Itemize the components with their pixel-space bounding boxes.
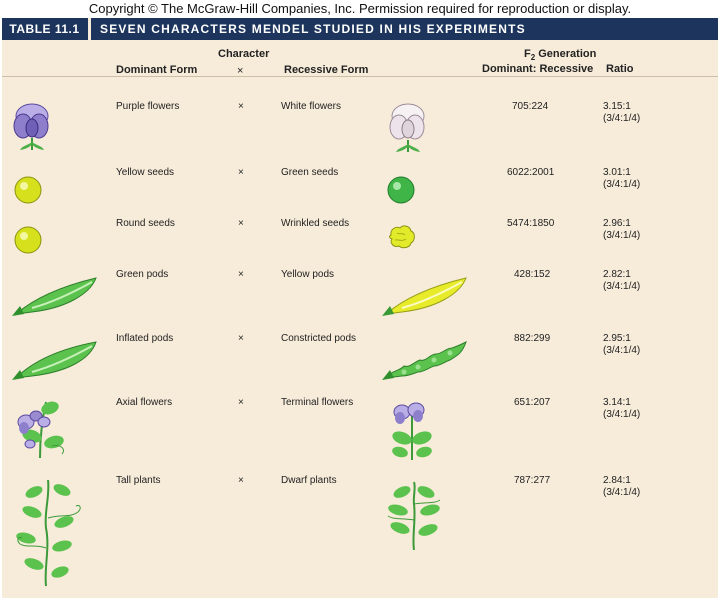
row-6-counts: 651:207 — [514, 397, 551, 408]
terminal-flowers-icon — [392, 402, 432, 460]
constricted-pod-icon — [382, 341, 467, 380]
row-3-dominant: Round seeds — [116, 218, 175, 229]
row-4-cross: × — [238, 269, 244, 280]
row-4-expected: (3/4:1/4) — [603, 281, 641, 292]
row-4-ratio: 2.82:1 — [603, 269, 631, 280]
row-2-expected: (3/4:1/4) — [603, 179, 641, 190]
row-5-dominant: Inflated pods — [116, 333, 174, 344]
row-5-recessive: Constricted pods — [281, 333, 357, 344]
f2-subscript: 2 — [530, 53, 536, 63]
row-1-recessive: White flowers — [281, 101, 342, 112]
row-2-ratio: 3.01:1 — [603, 167, 631, 178]
row-7-ratio: 2.84:1 — [603, 475, 631, 486]
row-2-recessive: Green seeds — [281, 167, 339, 178]
f2-letter: F — [524, 48, 531, 60]
row-7-dominant: Tall plants — [116, 475, 161, 486]
cross-header: × — [237, 65, 244, 77]
row-3-recessive: Wrinkled seeds — [281, 218, 350, 229]
row-1-counts: 705:224 — [512, 101, 549, 112]
dominant-form-header: Dominant Form — [116, 64, 198, 76]
row-4-counts: 428:152 — [514, 269, 551, 280]
wrinkled-seed-icon — [389, 225, 415, 249]
row-5-cross: × — [238, 333, 244, 344]
row-6-expected: (3/4:1/4) — [603, 409, 641, 420]
row-4-dominant: Green pods — [116, 269, 169, 280]
row-6-recessive: Terminal flowers — [281, 397, 354, 408]
header-divider — [2, 76, 718, 77]
row-7-counts: 787:277 — [514, 475, 551, 486]
ratio-header: Ratio — [606, 63, 634, 75]
row-5-expected: (3/4:1/4) — [603, 345, 641, 356]
row-7-expected: (3/4:1/4) — [603, 487, 641, 498]
dominant-recessive-header: Dominant: Recessive — [482, 63, 594, 75]
green-pod-icon — [12, 277, 97, 316]
row-1-ratio: 3.15:1 — [603, 101, 631, 112]
title-separator — [88, 18, 91, 40]
row-2-cross: × — [238, 167, 244, 178]
copyright-notice: Copyright © The McGraw-Hill Companies, I… — [88, 1, 632, 16]
row-1-dominant: Purple flowers — [116, 101, 180, 112]
white-flower-icon — [389, 103, 425, 152]
row-3-cross: × — [238, 218, 244, 229]
character-header: Character — [218, 48, 270, 60]
row-7-cross: × — [238, 475, 244, 486]
row-1-expected: (3/4:1/4) — [603, 113, 641, 124]
row-3-counts: 5474:1850 — [507, 218, 555, 229]
tall-plant-icon — [16, 479, 81, 587]
row-7-recessive: Dwarf plants — [281, 475, 337, 486]
row-2-counts: 6022:2001 — [507, 167, 555, 178]
round-seed-icon — [14, 226, 42, 254]
row-5-ratio: 2.95:1 — [603, 333, 631, 344]
row-4-recessive: Yellow pods — [281, 269, 335, 280]
row-1-cross: × — [238, 101, 244, 112]
axial-flowers-icon — [17, 401, 65, 459]
row-6-cross: × — [238, 397, 244, 408]
green-seed-icon — [387, 176, 415, 204]
row-5-counts: 882:299 — [514, 333, 551, 344]
row-6-ratio: 3.14:1 — [603, 397, 631, 408]
recessive-form-header: Recessive Form — [284, 64, 369, 76]
row-3-expected: (3/4:1/4) — [603, 230, 641, 241]
f2-generation-header: F2 Generation — [524, 48, 596, 62]
row-3-ratio: 2.96:1 — [603, 218, 631, 229]
purple-flower-icon — [13, 103, 49, 150]
yellow-pod-icon — [382, 277, 467, 316]
inflated-pod-icon — [12, 341, 97, 380]
dwarf-plant-icon — [387, 481, 441, 551]
table-label: TABLE 11.1 — [9, 22, 80, 36]
table-panel: TABLE 11.1 SEVEN CHARACTERS MENDEL STUDI… — [2, 18, 718, 598]
table-title-bar: TABLE 11.1 SEVEN CHARACTERS MENDEL STUDI… — [2, 18, 718, 40]
row-6-dominant: Axial flowers — [116, 397, 173, 408]
yellow-seed-icon — [14, 176, 42, 204]
table-title: SEVEN CHARACTERS MENDEL STUDIED IN HIS E… — [100, 22, 526, 36]
f2-suffix: Generation — [535, 48, 597, 60]
row-2-dominant: Yellow seeds — [116, 167, 175, 178]
